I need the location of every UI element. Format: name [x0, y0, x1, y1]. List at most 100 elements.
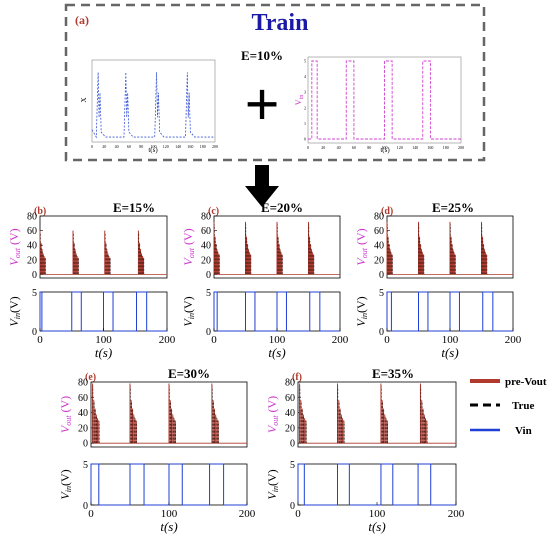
- vout-tick-label-e: 20: [78, 423, 88, 434]
- train-vin-tick-label: 80: [367, 145, 371, 150]
- vin-tick-label-d: 5: [379, 288, 384, 299]
- train-x-tick-label: 20: [102, 144, 106, 149]
- x-tick-label-b: 200: [159, 334, 176, 346]
- x-label-f: t(s): [368, 519, 385, 534]
- x-tick-label-d: 100: [442, 334, 459, 346]
- vout-tick-label-f: 20: [285, 423, 295, 434]
- panel-tag-d: (d): [381, 206, 393, 217]
- vout-tick-label-b: 80: [27, 212, 37, 223]
- train-x-plot: X t(s) 0 20 40 60 80 100 120 140 160 180 200: [80, 59, 218, 154]
- train-vin-tick-label: 140: [412, 145, 418, 150]
- vout-ylabel-b: Vout (V): [7, 228, 22, 265]
- vout-tick-label-d: 20: [374, 255, 384, 266]
- vout-tick-label-d: 0: [379, 270, 384, 281]
- vin-tick-label-c: 0: [206, 327, 211, 338]
- vout-tick-label-c: 60: [201, 226, 211, 237]
- vin-ylabel-b: Vin(V): [7, 296, 22, 326]
- vout-tick-label-f: 40: [285, 408, 295, 419]
- train-vin-tick-label: 200: [458, 145, 464, 150]
- legend: pre-Vout True Vin: [470, 376, 547, 437]
- vin-series-c: [213, 291, 340, 332]
- panel-title-e: E=30%: [168, 366, 210, 381]
- x-tick-label-f: 0: [295, 508, 301, 520]
- train-x-tick-label: 0: [91, 144, 93, 149]
- train-panel-tag: (a): [75, 13, 89, 27]
- vin-series-d: [386, 291, 513, 332]
- train-x-tick-label: 180: [200, 144, 206, 149]
- x-tick-label-f: 200: [448, 508, 465, 520]
- vout-tick-label-e: 80: [78, 378, 88, 389]
- x-label-e: t(s): [160, 519, 177, 534]
- train-vin-series: [308, 60, 461, 140]
- vout-tick-label-d: 80: [374, 212, 384, 223]
- x-tick-label-c: 200: [332, 334, 349, 346]
- train-vin-tick-label: 20: [321, 145, 325, 150]
- vin-tick-label-e: 0: [83, 501, 88, 512]
- x-tick-label-e: 100: [161, 508, 178, 520]
- vin-tick-label-d: 0: [379, 327, 384, 338]
- vin-ylabel-e: Vin(V): [58, 469, 73, 499]
- legend-label-true: True: [512, 400, 535, 412]
- vout-tick-label-f: 0: [290, 439, 295, 450]
- vout-tick-label-e: 0: [83, 439, 88, 450]
- plus-symbol: +: [244, 71, 279, 139]
- vin-tick-label-f: 0: [290, 501, 295, 512]
- panel-title-b: E=15%: [113, 200, 155, 215]
- vout-axes-e: [90, 381, 248, 448]
- vout-axes-f: [297, 381, 457, 448]
- vout-tick-label-c: 20: [201, 255, 211, 266]
- train-vin-axes: [307, 56, 462, 144]
- panel-tag-e: (e): [85, 372, 96, 383]
- panel-tag-b: (b): [34, 206, 46, 217]
- vin-ylabel-f: Vin(V): [265, 469, 280, 499]
- x-tick-label-c: 100: [269, 334, 286, 346]
- train-vin-ytick-label: 3: [304, 90, 306, 95]
- vout-tick-label-c: 40: [201, 241, 211, 252]
- train-vin-tick-label: 180: [443, 145, 449, 150]
- train-x-tick-label: 40: [115, 144, 119, 149]
- train-x-tick-label: 120: [163, 144, 169, 149]
- x-tick-label-f: 100: [369, 508, 386, 520]
- x-tick-label-b: 0: [37, 334, 43, 346]
- vout-tick-label-f: 80: [285, 378, 295, 389]
- vout-axes-b: [39, 215, 168, 279]
- vin-tick-label-f: 5: [290, 460, 295, 471]
- train-vin-xlabel: t(s): [380, 146, 390, 154]
- vin-tick-label-b: 5: [32, 288, 37, 299]
- train-vin-ytick-label: 1: [304, 121, 306, 126]
- train-x-xlabel: t(s): [148, 146, 158, 154]
- vin-tick-label-b: 0: [32, 327, 37, 338]
- train-title: Train: [252, 10, 309, 36]
- vout-tick-label-b: 40: [27, 241, 37, 252]
- x-tick-label-d: 200: [505, 334, 522, 346]
- x-label-c: t(s): [268, 345, 285, 360]
- panel-title-d: E=25%: [432, 200, 474, 215]
- train-vin-tick-label: 100: [382, 145, 388, 150]
- vin-ylabel-d: Vin(V): [354, 296, 369, 326]
- vin-ylabel-c: Vin(V): [181, 296, 196, 326]
- vout-tick-label-b: 60: [27, 226, 37, 237]
- x-tick-label-b: 100: [95, 334, 112, 346]
- x-tick-label-c: 0: [211, 334, 217, 346]
- train-vin-ylabel: Vin: [294, 95, 305, 105]
- train-vin-tick-label: 60: [352, 145, 356, 150]
- vout-tick-label-d: 60: [374, 226, 384, 237]
- vout-tick-label-b: 20: [27, 255, 37, 266]
- train-x-tick-label: 100: [151, 144, 157, 149]
- vin-tick-label-e: 5: [83, 460, 88, 471]
- x-label-d: t(s): [441, 345, 458, 360]
- vout-tick-label-e: 40: [78, 408, 88, 419]
- vout-tick-label-e: 60: [78, 393, 88, 404]
- legend-label-pre-vout: pre-Vout: [505, 376, 547, 388]
- x-tick-label-e: 0: [88, 508, 94, 520]
- train-x-tick-label: 140: [175, 144, 181, 149]
- train-vin-ytick-label: 4: [304, 74, 306, 79]
- train-vin-tick-label: 0: [307, 145, 309, 150]
- vout-tick-label-b: 0: [32, 270, 37, 281]
